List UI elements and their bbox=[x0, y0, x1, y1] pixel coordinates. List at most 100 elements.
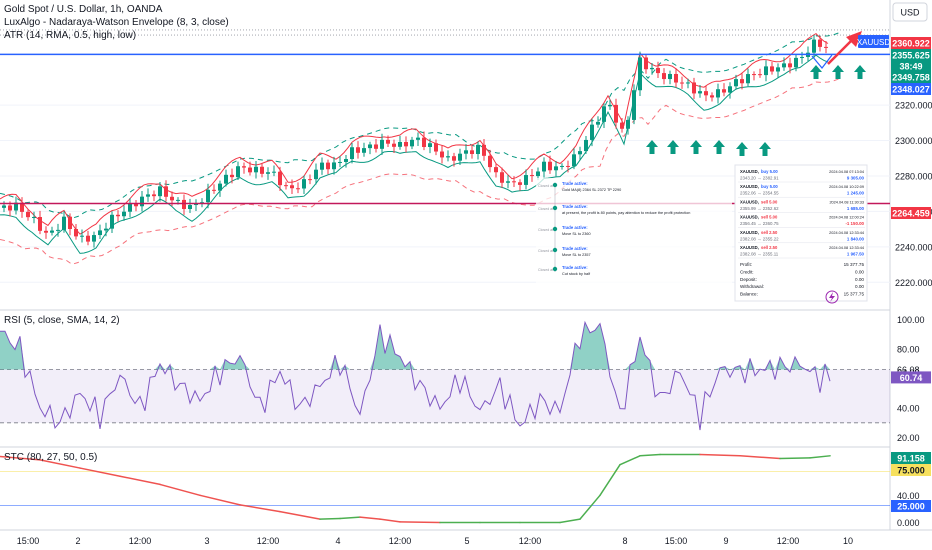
trade-log-time: Closed at bbox=[538, 249, 553, 253]
candle-body bbox=[638, 57, 642, 91]
candle-body bbox=[242, 166, 246, 168]
candle-body bbox=[644, 57, 648, 70]
rsi-axis-tick: 20.00 bbox=[897, 433, 920, 443]
candle-body bbox=[764, 66, 768, 76]
time-axis-label: 15:00 bbox=[665, 536, 688, 546]
candle-body bbox=[728, 86, 732, 93]
price-badge-label: 2349.758 bbox=[892, 73, 930, 83]
order-symbol: XAUUSD, bbox=[740, 245, 759, 250]
stc-line-segment bbox=[739, 455, 781, 460]
candle-body bbox=[332, 162, 336, 170]
order-symbol: XAUUSD, bbox=[740, 199, 759, 204]
order-side: sell 2.50 bbox=[761, 230, 778, 235]
candle-body bbox=[110, 214, 114, 229]
candle-body bbox=[626, 119, 630, 129]
rsi-pane[interactable] bbox=[0, 320, 890, 431]
time-axis-label: 12:00 bbox=[519, 536, 542, 546]
price-badge bbox=[891, 37, 931, 49]
candle-body bbox=[428, 143, 432, 147]
order-date: 2024.04.08 07:13:04 bbox=[829, 170, 864, 174]
order-profit: 9 305.00 bbox=[847, 176, 865, 181]
stc-line-segment bbox=[599, 463, 621, 497]
candle-body bbox=[164, 186, 168, 197]
candle-body bbox=[734, 79, 738, 87]
trade-log-dot-icon bbox=[552, 247, 558, 253]
rsi-value-badge bbox=[891, 371, 931, 384]
candle-body bbox=[32, 216, 36, 218]
summary-value: 15 377.75 bbox=[844, 262, 865, 267]
time-axis-label: 15:00 bbox=[17, 536, 40, 546]
candle-body bbox=[386, 139, 390, 144]
order-prices: 2343.20 → 2382.91 bbox=[740, 176, 779, 181]
candle-body bbox=[662, 73, 666, 80]
buy-signal-arrow-icon bbox=[854, 65, 866, 79]
trade-log-dot-icon bbox=[552, 226, 558, 232]
candle-body bbox=[794, 57, 798, 68]
trade-log-text: Move SL to 2360 bbox=[562, 232, 591, 236]
rsi-value-badge-label: 60.74 bbox=[900, 373, 923, 383]
candle-body bbox=[572, 154, 576, 167]
trade-log-text: at present, the profit is 80 points, pay… bbox=[562, 211, 690, 215]
candle-body bbox=[248, 167, 252, 173]
candle-body bbox=[38, 216, 42, 231]
candle-body bbox=[392, 143, 396, 147]
candle-body bbox=[290, 185, 294, 189]
candle-body bbox=[296, 188, 300, 190]
projection-arrow-head-icon bbox=[846, 31, 862, 47]
indicator-label-envelope: LuxAlgo - Nadaraya-Watson Envelope (8, 3… bbox=[4, 17, 229, 28]
trade-log-time: Closed at bbox=[538, 268, 553, 272]
stc-line-segment bbox=[0, 455, 41, 461]
candle-body bbox=[542, 161, 546, 172]
stc-line-segment bbox=[39, 459, 81, 469]
price-axis-tick: 2280.000 bbox=[895, 171, 932, 181]
trade-log-title: Trade active: bbox=[562, 181, 588, 186]
trade-log-background bbox=[536, 178, 732, 284]
currency-button[interactable] bbox=[892, 2, 928, 22]
candle-body bbox=[818, 39, 822, 47]
summary-label: Profit: bbox=[740, 262, 752, 267]
candle-body bbox=[326, 162, 330, 170]
candle-body bbox=[56, 229, 60, 231]
order-date: 2024.04.08 12:33:44 bbox=[829, 246, 864, 250]
candle-body bbox=[80, 235, 84, 237]
candle-body bbox=[92, 235, 96, 242]
candle-body bbox=[620, 122, 624, 129]
price-badge bbox=[891, 207, 931, 219]
stc-badge-label: 75.000 bbox=[897, 466, 925, 476]
time-axis-label: 12:00 bbox=[389, 536, 412, 546]
candle-body bbox=[740, 79, 744, 84]
price-badge bbox=[891, 83, 931, 95]
atr-upper-line bbox=[0, 32, 829, 235]
main-price-pane[interactable]: XAUUSD bbox=[0, 29, 890, 283]
candle-body bbox=[410, 139, 414, 147]
stc-line-segment bbox=[339, 516, 361, 520]
buy-signal-arrow-icon bbox=[832, 65, 844, 79]
envelope-upper-line bbox=[0, 31, 841, 219]
stc-line-segment bbox=[639, 453, 661, 457]
buy-signal-arrow-icon bbox=[667, 140, 679, 154]
candle-body bbox=[512, 181, 516, 183]
candle-body bbox=[566, 165, 570, 167]
price-axis-tick: 2320.000 bbox=[895, 101, 932, 111]
candle-body bbox=[362, 148, 366, 153]
stc-line-segment bbox=[379, 518, 401, 523]
candle-body bbox=[44, 230, 48, 233]
buy-signal-arrow-icon bbox=[736, 142, 748, 156]
candle-body bbox=[98, 230, 102, 236]
stc-line-segment bbox=[809, 455, 831, 459]
candle-body bbox=[476, 144, 480, 155]
atr-lower-line bbox=[0, 54, 829, 254]
trade-log-time: Closed at bbox=[538, 184, 553, 188]
stc-line-segment bbox=[79, 467, 121, 477]
stc-pane[interactable] bbox=[0, 453, 890, 524]
candle-body bbox=[8, 205, 12, 211]
rsi-band-background bbox=[0, 369, 890, 423]
order-symbol: XAUUSD, bbox=[740, 215, 759, 220]
trade-log-title: Trade active: bbox=[562, 225, 588, 230]
candle-body bbox=[500, 172, 504, 183]
order-date: 2024.04.08 12:33:44 bbox=[829, 231, 864, 235]
order-side: sell 5.00 bbox=[761, 215, 778, 220]
order-profit: 1 967.50 bbox=[847, 252, 865, 257]
price-axis-tick: 2300.000 bbox=[895, 136, 932, 146]
